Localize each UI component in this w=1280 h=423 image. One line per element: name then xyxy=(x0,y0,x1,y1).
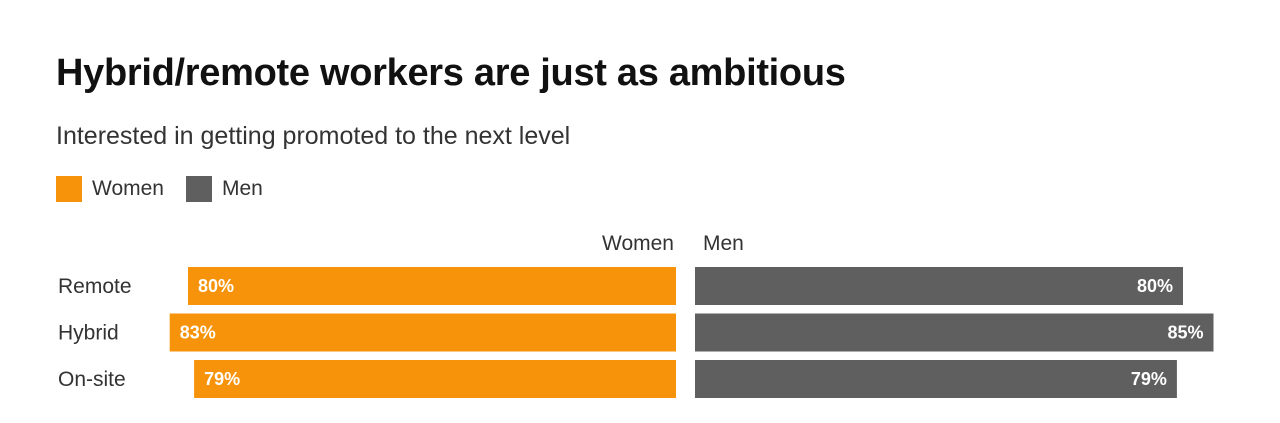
bar-women-remote xyxy=(188,267,676,305)
column-header-men: Men xyxy=(703,232,744,255)
bar-men-hybrid xyxy=(695,313,1214,352)
chart-title: Hybrid/remote workers are just as ambiti… xyxy=(56,52,846,94)
chart-subtitle: Interested in getting promoted to the ne… xyxy=(56,122,571,150)
value-label-women-hybrid: 83% xyxy=(180,323,216,343)
legend-item-men: Men xyxy=(185,176,263,202)
column-header-women: Women xyxy=(602,232,674,255)
category-label-on-site: On-site xyxy=(58,368,126,391)
bar-men-on-site xyxy=(695,360,1177,398)
legend: Women Men xyxy=(56,176,285,202)
bar-women-hybrid xyxy=(169,313,676,352)
legend-swatch-men xyxy=(185,176,212,202)
legend-item-women: Women xyxy=(56,176,164,202)
legend-label-men: Men xyxy=(221,177,263,200)
value-label-men-remote: 80% xyxy=(1137,276,1173,296)
value-label-men-hybrid: 85% xyxy=(1167,323,1203,343)
legend-label-women: Women xyxy=(92,177,164,200)
value-label-women-remote: 80% xyxy=(198,276,234,296)
category-label-hybrid: Hybrid xyxy=(58,322,119,345)
value-label-men-on-site: 79% xyxy=(1131,369,1167,389)
value-label-women-on-site: 79% xyxy=(204,369,240,389)
bar-men-remote xyxy=(695,267,1183,305)
category-label-remote: Remote xyxy=(58,275,132,298)
bar-women-on-site xyxy=(194,360,676,398)
legend-swatch-women xyxy=(56,176,82,202)
